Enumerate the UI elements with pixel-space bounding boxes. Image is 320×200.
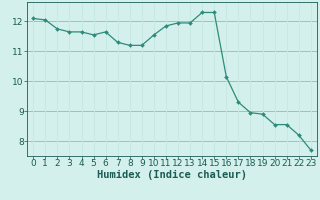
X-axis label: Humidex (Indice chaleur): Humidex (Indice chaleur) <box>97 170 247 180</box>
